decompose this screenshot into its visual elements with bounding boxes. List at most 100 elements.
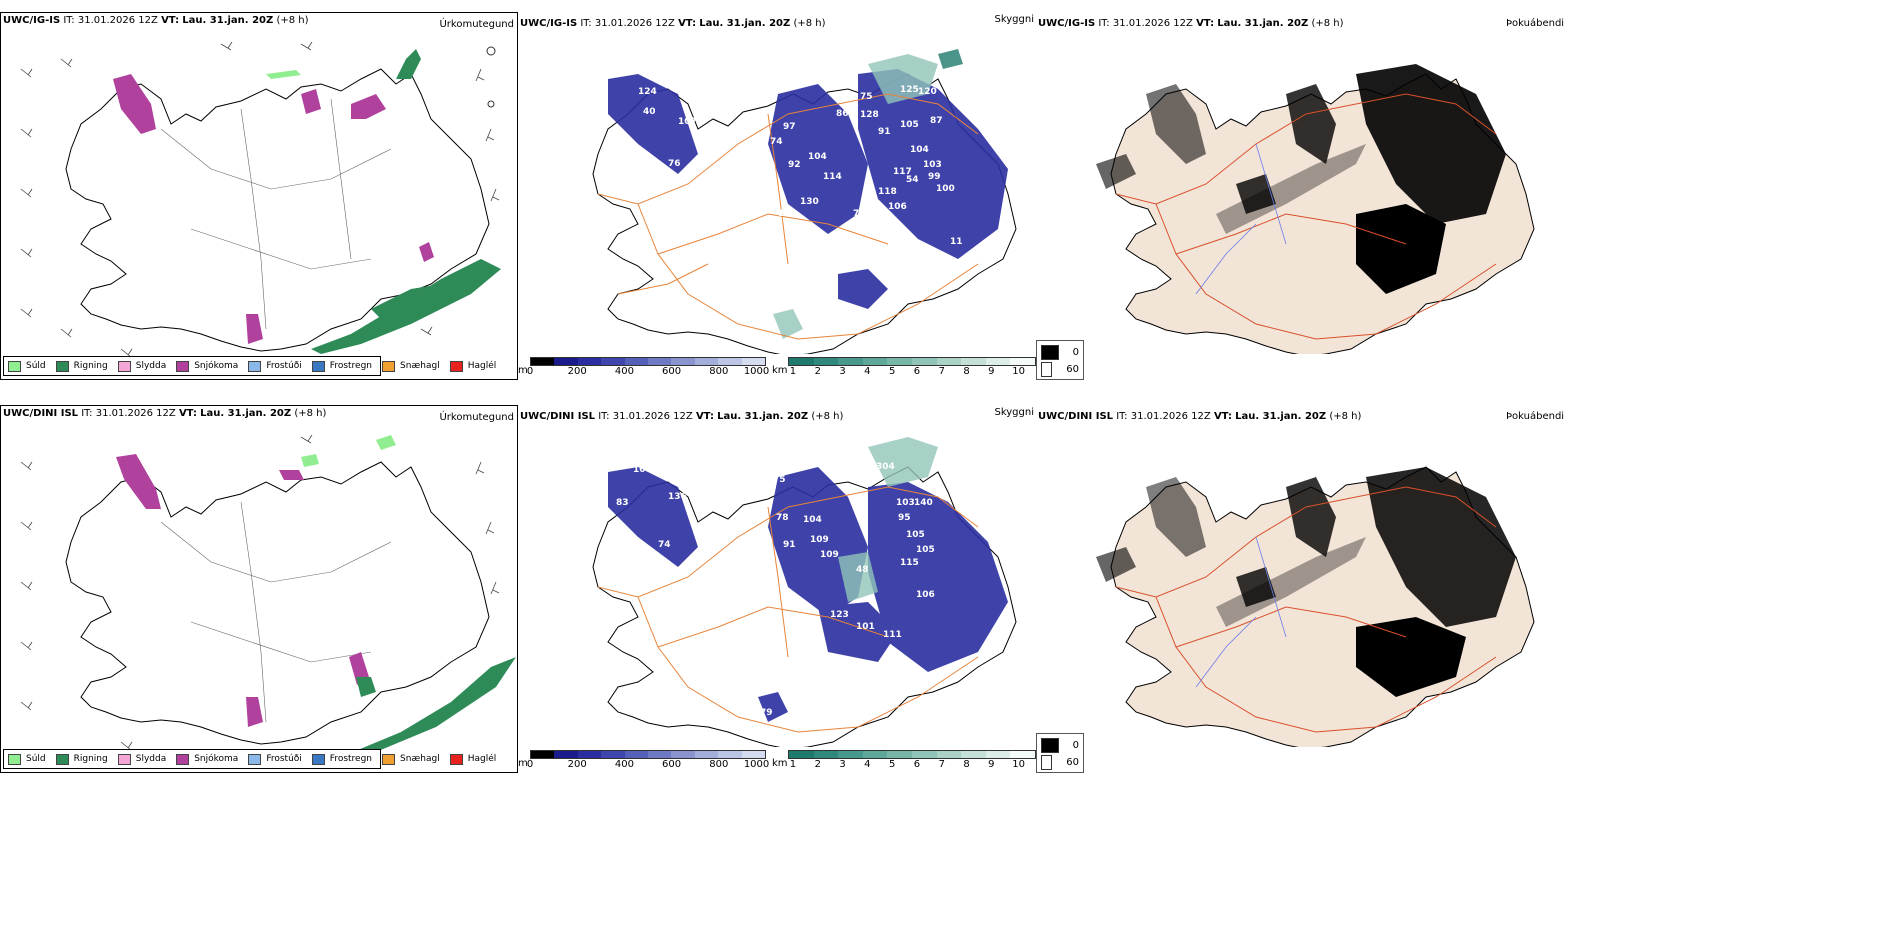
svg-text:54: 54 bbox=[906, 175, 919, 185]
fog-panel-bottom: UWC/DINI ISL IT: 31.01.2026 12Z VT: Lau.… bbox=[1036, 405, 1900, 773]
svg-text:120: 120 bbox=[778, 209, 797, 219]
svg-text:75: 75 bbox=[773, 475, 786, 485]
legend-item: Frostúði bbox=[248, 753, 302, 765]
svg-text:104: 104 bbox=[803, 515, 822, 525]
svg-text:40: 40 bbox=[643, 107, 656, 117]
svg-text:115: 115 bbox=[900, 558, 919, 568]
svg-text:102: 102 bbox=[936, 71, 955, 81]
svg-text:48: 48 bbox=[856, 565, 869, 575]
fog-rivers bbox=[1195, 143, 1287, 295]
svg-text:109: 109 bbox=[810, 535, 829, 545]
svg-text:124: 124 bbox=[638, 87, 657, 97]
svg-text:103: 103 bbox=[923, 160, 942, 170]
legend-item: Rigning bbox=[55, 753, 108, 765]
visibility-numbers: 100 83 136 74 75 78 91 109 104 109 142 3… bbox=[616, 462, 935, 718]
svg-text:107: 107 bbox=[678, 117, 697, 127]
precip-legend: Súld Rigning Slydda Snjókoma Frostúði Fr… bbox=[3, 356, 496, 376]
legend-item: Slydda bbox=[117, 360, 166, 372]
terrain-scale: m 0 200 400 600 800 1000 bbox=[518, 357, 769, 378]
precip-map bbox=[20, 41, 501, 371]
precip-map bbox=[20, 434, 516, 767]
svg-text:79: 79 bbox=[760, 708, 773, 718]
svg-text:75: 75 bbox=[860, 92, 873, 102]
terrain-patches bbox=[608, 467, 1008, 722]
svg-text:75: 75 bbox=[853, 209, 866, 219]
svg-text:128: 128 bbox=[860, 110, 879, 120]
precip-panel-bottom: UWC/DINI ISL IT: 31.01.2026 12Z VT: Lau.… bbox=[0, 405, 518, 773]
precip-legend: Súld Rigning Slydda Snjókoma Frostúði Fr… bbox=[3, 749, 496, 769]
fog-roads bbox=[1115, 486, 1497, 733]
svg-text:92: 92 bbox=[788, 160, 801, 170]
svg-text:125: 125 bbox=[900, 85, 919, 95]
svg-text:105: 105 bbox=[900, 120, 919, 130]
visibility-label: Skyggni bbox=[994, 14, 1034, 25]
svg-text:117: 117 bbox=[893, 167, 912, 177]
visibility-panel-top: UWC/IG-IS IT: 31.01.2026 12Z VT: Lau. 31… bbox=[518, 12, 1038, 380]
legend-item: Haglél bbox=[449, 753, 496, 765]
svg-text:114: 114 bbox=[823, 172, 842, 182]
svg-text:111: 111 bbox=[883, 630, 902, 640]
visibility-scale: km 1 2 3 4 5 6 7 8 9 10 bbox=[772, 357, 1036, 378]
panel-title: UWC/DINI ISL IT: 31.01.2026 12Z VT: Lau.… bbox=[1038, 411, 1362, 422]
svg-text:74: 74 bbox=[658, 540, 671, 550]
fog-map bbox=[1096, 466, 1535, 747]
legend-item: Snæhagl bbox=[382, 360, 440, 372]
svg-text:11: 11 bbox=[950, 237, 963, 247]
fog-rivers bbox=[1195, 536, 1287, 688]
legend-item: Súld bbox=[8, 753, 46, 765]
svg-text:120: 120 bbox=[918, 87, 937, 97]
road-network bbox=[597, 486, 979, 733]
svg-text:91: 91 bbox=[878, 127, 891, 137]
fog-index bbox=[1096, 64, 1506, 294]
legend-item: Frostregn bbox=[311, 753, 372, 765]
legend-item: Súld bbox=[8, 360, 46, 372]
svg-text:103: 103 bbox=[896, 498, 915, 508]
legend-item: Snjókoma bbox=[176, 360, 238, 372]
panel-title: UWC/DINI ISL IT: 31.01.2026 12Z VT: Lau.… bbox=[520, 411, 844, 422]
visibility-fog bbox=[838, 437, 938, 602]
terrain-scale: m 0 200 400 600 800 1000 bbox=[518, 750, 769, 771]
svg-text:130: 130 bbox=[800, 197, 819, 207]
visibility-label: Skyggni bbox=[994, 407, 1034, 418]
svg-text:118: 118 bbox=[878, 187, 897, 197]
fog-label: Þokuábendi bbox=[1506, 411, 1565, 422]
terrain-scale-bar bbox=[530, 357, 766, 366]
svg-text:87: 87 bbox=[930, 116, 943, 126]
svg-text:99: 99 bbox=[928, 172, 941, 182]
visibility-panel-bottom: UWC/DINI ISL IT: 31.01.2026 12Z VT: Lau.… bbox=[518, 405, 1038, 773]
svg-text:136: 136 bbox=[668, 492, 687, 502]
svg-text:86: 86 bbox=[836, 109, 849, 119]
svg-text:104: 104 bbox=[808, 152, 827, 162]
legend-item: Frostregn bbox=[311, 360, 372, 372]
svg-text:106: 106 bbox=[916, 590, 935, 600]
precip-areas bbox=[113, 49, 501, 371]
visibility-fog bbox=[773, 49, 963, 339]
visibility-numbers: 124 40 107 76 97 74 92 104 114 130 120 7… bbox=[638, 71, 963, 247]
road-network bbox=[597, 93, 979, 340]
fog-legend: 0 60 bbox=[1036, 340, 1084, 380]
svg-text:78: 78 bbox=[776, 513, 789, 523]
svg-text:109: 109 bbox=[820, 550, 839, 560]
fog-legend: 0 60 bbox=[1036, 733, 1084, 773]
legend-item: Slydda bbox=[117, 753, 166, 765]
svg-text:76: 76 bbox=[668, 159, 681, 169]
precip-type-label: Úrkomutegund bbox=[439, 412, 514, 423]
svg-text:142: 142 bbox=[836, 466, 855, 476]
visibility-scale: km 1 2 3 4 5 6 7 8 9 10 bbox=[772, 750, 1036, 771]
terrain-scale-bar bbox=[530, 750, 766, 759]
svg-text:140: 140 bbox=[914, 498, 933, 508]
fog-roads bbox=[1115, 93, 1497, 340]
svg-text:83: 83 bbox=[616, 498, 629, 508]
svg-text:101: 101 bbox=[856, 622, 875, 632]
svg-text:100: 100 bbox=[936, 184, 955, 194]
panel-title: UWC/IG-IS IT: 31.01.2026 12Z VT: Lau. 31… bbox=[1038, 18, 1344, 29]
legend-item: Frostúði bbox=[248, 360, 302, 372]
panel-title: UWC/IG-IS IT: 31.01.2026 12Z VT: Lau. 31… bbox=[520, 18, 826, 29]
legend-item: Rigning bbox=[55, 360, 108, 372]
svg-text:74: 74 bbox=[770, 137, 783, 147]
svg-text:304: 304 bbox=[876, 462, 895, 472]
fog-index bbox=[1096, 467, 1516, 697]
svg-text:97: 97 bbox=[783, 122, 796, 132]
legend-item: Haglél bbox=[449, 360, 496, 372]
panel-title: UWC/DINI ISL IT: 31.01.2026 12Z VT: Lau.… bbox=[3, 408, 327, 419]
